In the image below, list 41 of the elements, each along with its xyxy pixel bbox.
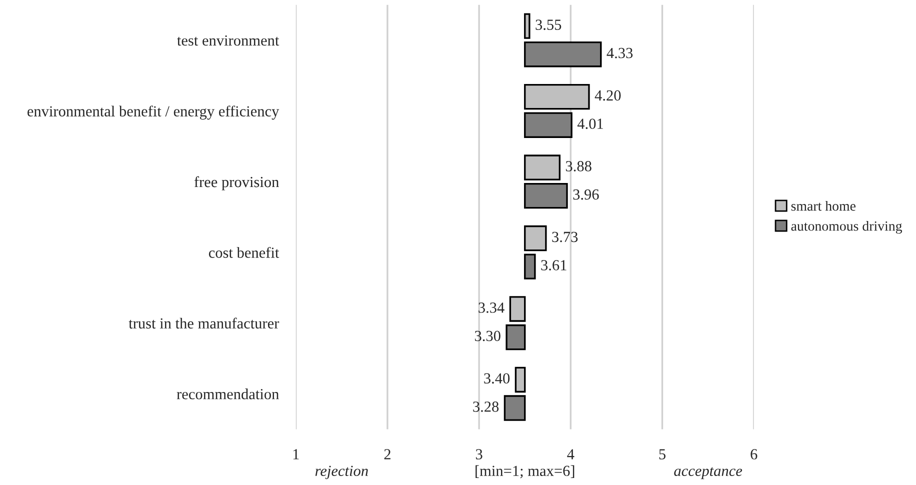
- y-tick-label: trust in the manufacturer: [128, 318, 280, 329]
- x-tick-label: 1: [293, 449, 299, 460]
- bar: [524, 182, 568, 209]
- bar: [524, 13, 530, 39]
- legend-label: autonomous driving: [791, 220, 902, 234]
- data-label: 3.34: [478, 302, 504, 313]
- text: acceptance: [674, 467, 742, 480]
- bar: [506, 324, 526, 350]
- x-tick-label: 5: [659, 449, 666, 460]
- text: [min=1; max=6]: [476, 465, 574, 478]
- data-label: 4.20: [594, 90, 621, 101]
- bar: [524, 254, 536, 280]
- data-label: 3.61: [541, 260, 566, 270]
- x-tick-label: 6: [750, 449, 758, 460]
- bar: [509, 296, 526, 322]
- y-tick-label: recommendation: [176, 388, 279, 400]
- data-label: 4.33: [606, 48, 633, 58]
- data-label: 3.55: [536, 20, 562, 30]
- x-tick-label: 2: [384, 449, 390, 460]
- bar: [514, 366, 526, 393]
- data-label: 3.30: [474, 330, 500, 342]
- text: rejection: [315, 466, 368, 480]
- bar: [524, 154, 561, 180]
- data-label: 3.28: [473, 402, 499, 412]
- data-label: 3.88: [566, 161, 592, 172]
- data-label: 3.73: [552, 232, 578, 242]
- data-label: 3.96: [573, 189, 599, 200]
- bar: [524, 112, 572, 138]
- data-label: 4.01: [577, 118, 603, 129]
- bar: [524, 84, 590, 110]
- y-tick-label: free provision: [194, 176, 279, 190]
- y-tick-label: environmental benefit / energy efficiency: [28, 106, 280, 120]
- bar: [524, 42, 602, 68]
- x-tick-label: 3: [476, 449, 482, 460]
- data-label: 3.40: [484, 373, 510, 384]
- y-tick-label: cost benefit: [208, 246, 280, 258]
- bar: [524, 225, 547, 252]
- x-tick-label: 4: [567, 449, 574, 460]
- bar: [504, 395, 526, 421]
- y-tick-label: test environment: [177, 35, 280, 46]
- legend-label: smart home: [791, 200, 856, 211]
